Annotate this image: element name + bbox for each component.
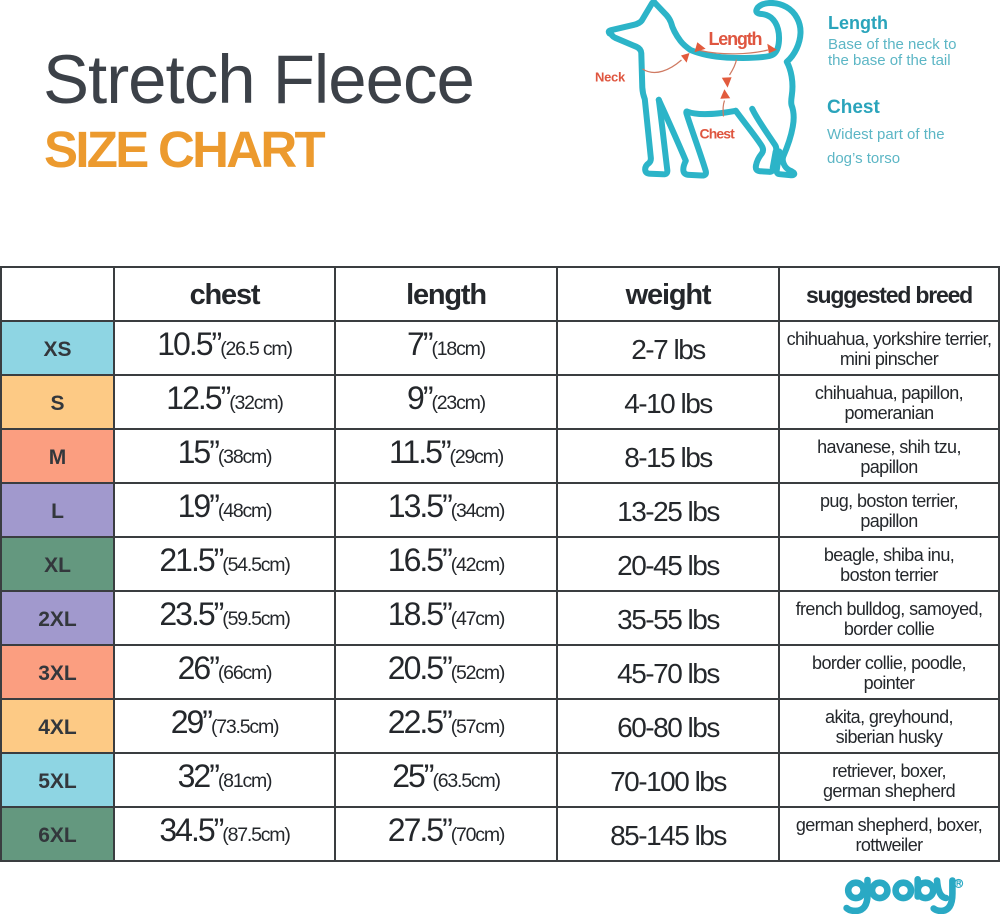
svg-text:Neck: Neck	[595, 70, 626, 85]
svg-text:Chest: Chest	[700, 126, 736, 142]
svg-text:Length: Length	[709, 29, 762, 49]
